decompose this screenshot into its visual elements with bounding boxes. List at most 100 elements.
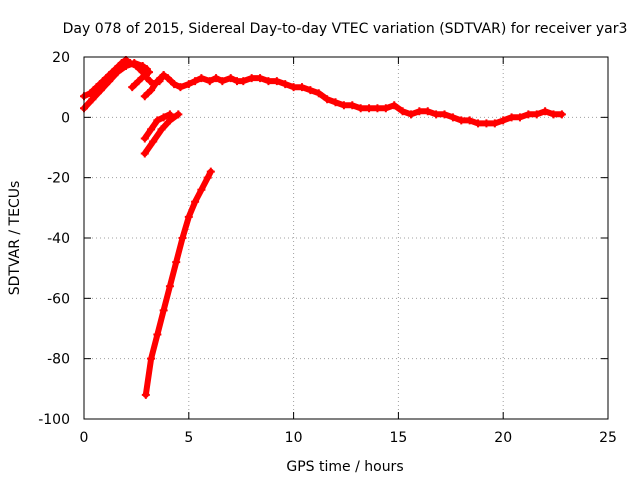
data-point — [314, 89, 323, 98]
data-point — [206, 167, 215, 176]
data-point — [184, 80, 193, 89]
data-point — [86, 89, 95, 98]
y-tick-label: 20 — [52, 50, 70, 66]
data-point — [130, 59, 139, 68]
data-point — [159, 306, 168, 315]
data-point — [557, 110, 566, 119]
data-point — [365, 104, 374, 113]
data-point — [356, 104, 365, 113]
data-point — [281, 80, 290, 89]
data-point — [140, 92, 149, 101]
data-point — [348, 101, 357, 110]
data-point — [159, 71, 168, 80]
data-point — [306, 86, 315, 95]
data-point — [297, 83, 306, 92]
data-point — [205, 77, 214, 86]
series-line — [129, 69, 152, 91]
data-point — [128, 83, 137, 92]
data-point — [239, 77, 248, 86]
data-point — [174, 110, 183, 119]
y-tick-label: 0 — [61, 110, 70, 126]
data-point — [184, 212, 193, 221]
x-tick-label: 25 — [599, 430, 617, 446]
data-point — [159, 113, 168, 122]
data-point — [289, 83, 298, 92]
data-point — [457, 116, 466, 125]
chart-title: Day 078 of 2015, Sidereal Day-to-day VTE… — [63, 21, 628, 37]
data-point — [507, 113, 516, 122]
data-point — [264, 77, 273, 86]
data-point — [165, 282, 174, 291]
series-6 — [140, 110, 183, 158]
data-point — [415, 107, 424, 116]
data-point — [153, 330, 162, 339]
data-point — [474, 119, 483, 128]
data-series — [80, 56, 566, 399]
data-point — [256, 74, 265, 83]
data-point — [541, 107, 550, 116]
data-point — [147, 86, 156, 95]
data-point — [423, 107, 432, 116]
data-point — [465, 116, 474, 125]
data-point — [247, 74, 256, 83]
y-tick-label: -80 — [47, 352, 70, 368]
axis-ticks: 0 5 10 15 20 25 -100 -80 -60 -40 -20 0 20 — [38, 50, 617, 446]
data-point — [549, 110, 558, 119]
data-point — [339, 101, 348, 110]
data-point — [515, 113, 524, 122]
data-point — [406, 110, 415, 119]
series-4 — [140, 71, 168, 101]
data-point — [448, 113, 457, 122]
x-tick-label: 15 — [389, 430, 407, 446]
data-point — [140, 71, 149, 80]
data-point — [96, 86, 105, 95]
y-axis-label: SDTVAR / TECUs — [7, 181, 23, 296]
data-point — [147, 354, 156, 363]
data-point — [153, 116, 162, 125]
data-point — [172, 258, 181, 267]
data-point — [482, 119, 491, 128]
y-tick-label: -40 — [47, 231, 70, 247]
data-point — [373, 104, 382, 113]
series-line — [142, 168, 214, 398]
x-axis-label: GPS time / hours — [286, 459, 403, 475]
data-point — [140, 149, 149, 158]
data-point — [153, 77, 162, 86]
x-tick-label: 20 — [494, 430, 512, 446]
y-tick-label: -20 — [47, 171, 70, 187]
data-point — [398, 107, 407, 116]
series-5 — [140, 110, 174, 143]
data-point — [121, 62, 130, 71]
data-point — [524, 110, 533, 119]
data-point — [390, 101, 399, 110]
data-point — [212, 74, 221, 83]
y-tick-label: -100 — [38, 412, 70, 428]
data-point — [141, 390, 150, 399]
data-point — [140, 134, 149, 143]
data-point — [499, 116, 508, 125]
data-point — [440, 110, 449, 119]
y-tick-label: -60 — [47, 291, 70, 307]
data-point — [157, 125, 166, 134]
series-7 — [141, 167, 215, 399]
data-point — [432, 110, 441, 119]
data-point — [191, 197, 200, 206]
data-point — [138, 62, 147, 71]
data-point — [163, 74, 172, 83]
data-point — [490, 119, 499, 128]
data-point — [226, 74, 235, 83]
data-point — [88, 95, 97, 104]
series-3 — [128, 68, 153, 92]
data-point — [197, 74, 206, 83]
data-point — [170, 80, 179, 89]
data-point — [178, 234, 187, 242]
data-point — [272, 77, 281, 86]
data-point — [134, 77, 143, 86]
data-point — [331, 98, 340, 107]
data-point — [92, 83, 101, 92]
data-point — [218, 77, 227, 86]
series-line — [81, 57, 565, 127]
series-line — [141, 72, 167, 100]
x-tick-label: 0 — [80, 430, 89, 446]
data-point — [149, 137, 158, 146]
